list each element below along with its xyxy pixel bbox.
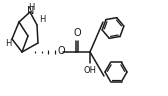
Text: H: H — [39, 15, 45, 24]
Text: N: N — [27, 6, 35, 16]
Text: O: O — [58, 46, 66, 56]
Text: H: H — [28, 2, 34, 12]
Text: O: O — [73, 28, 81, 38]
Text: H: H — [5, 38, 11, 48]
Text: OH: OH — [83, 66, 96, 75]
